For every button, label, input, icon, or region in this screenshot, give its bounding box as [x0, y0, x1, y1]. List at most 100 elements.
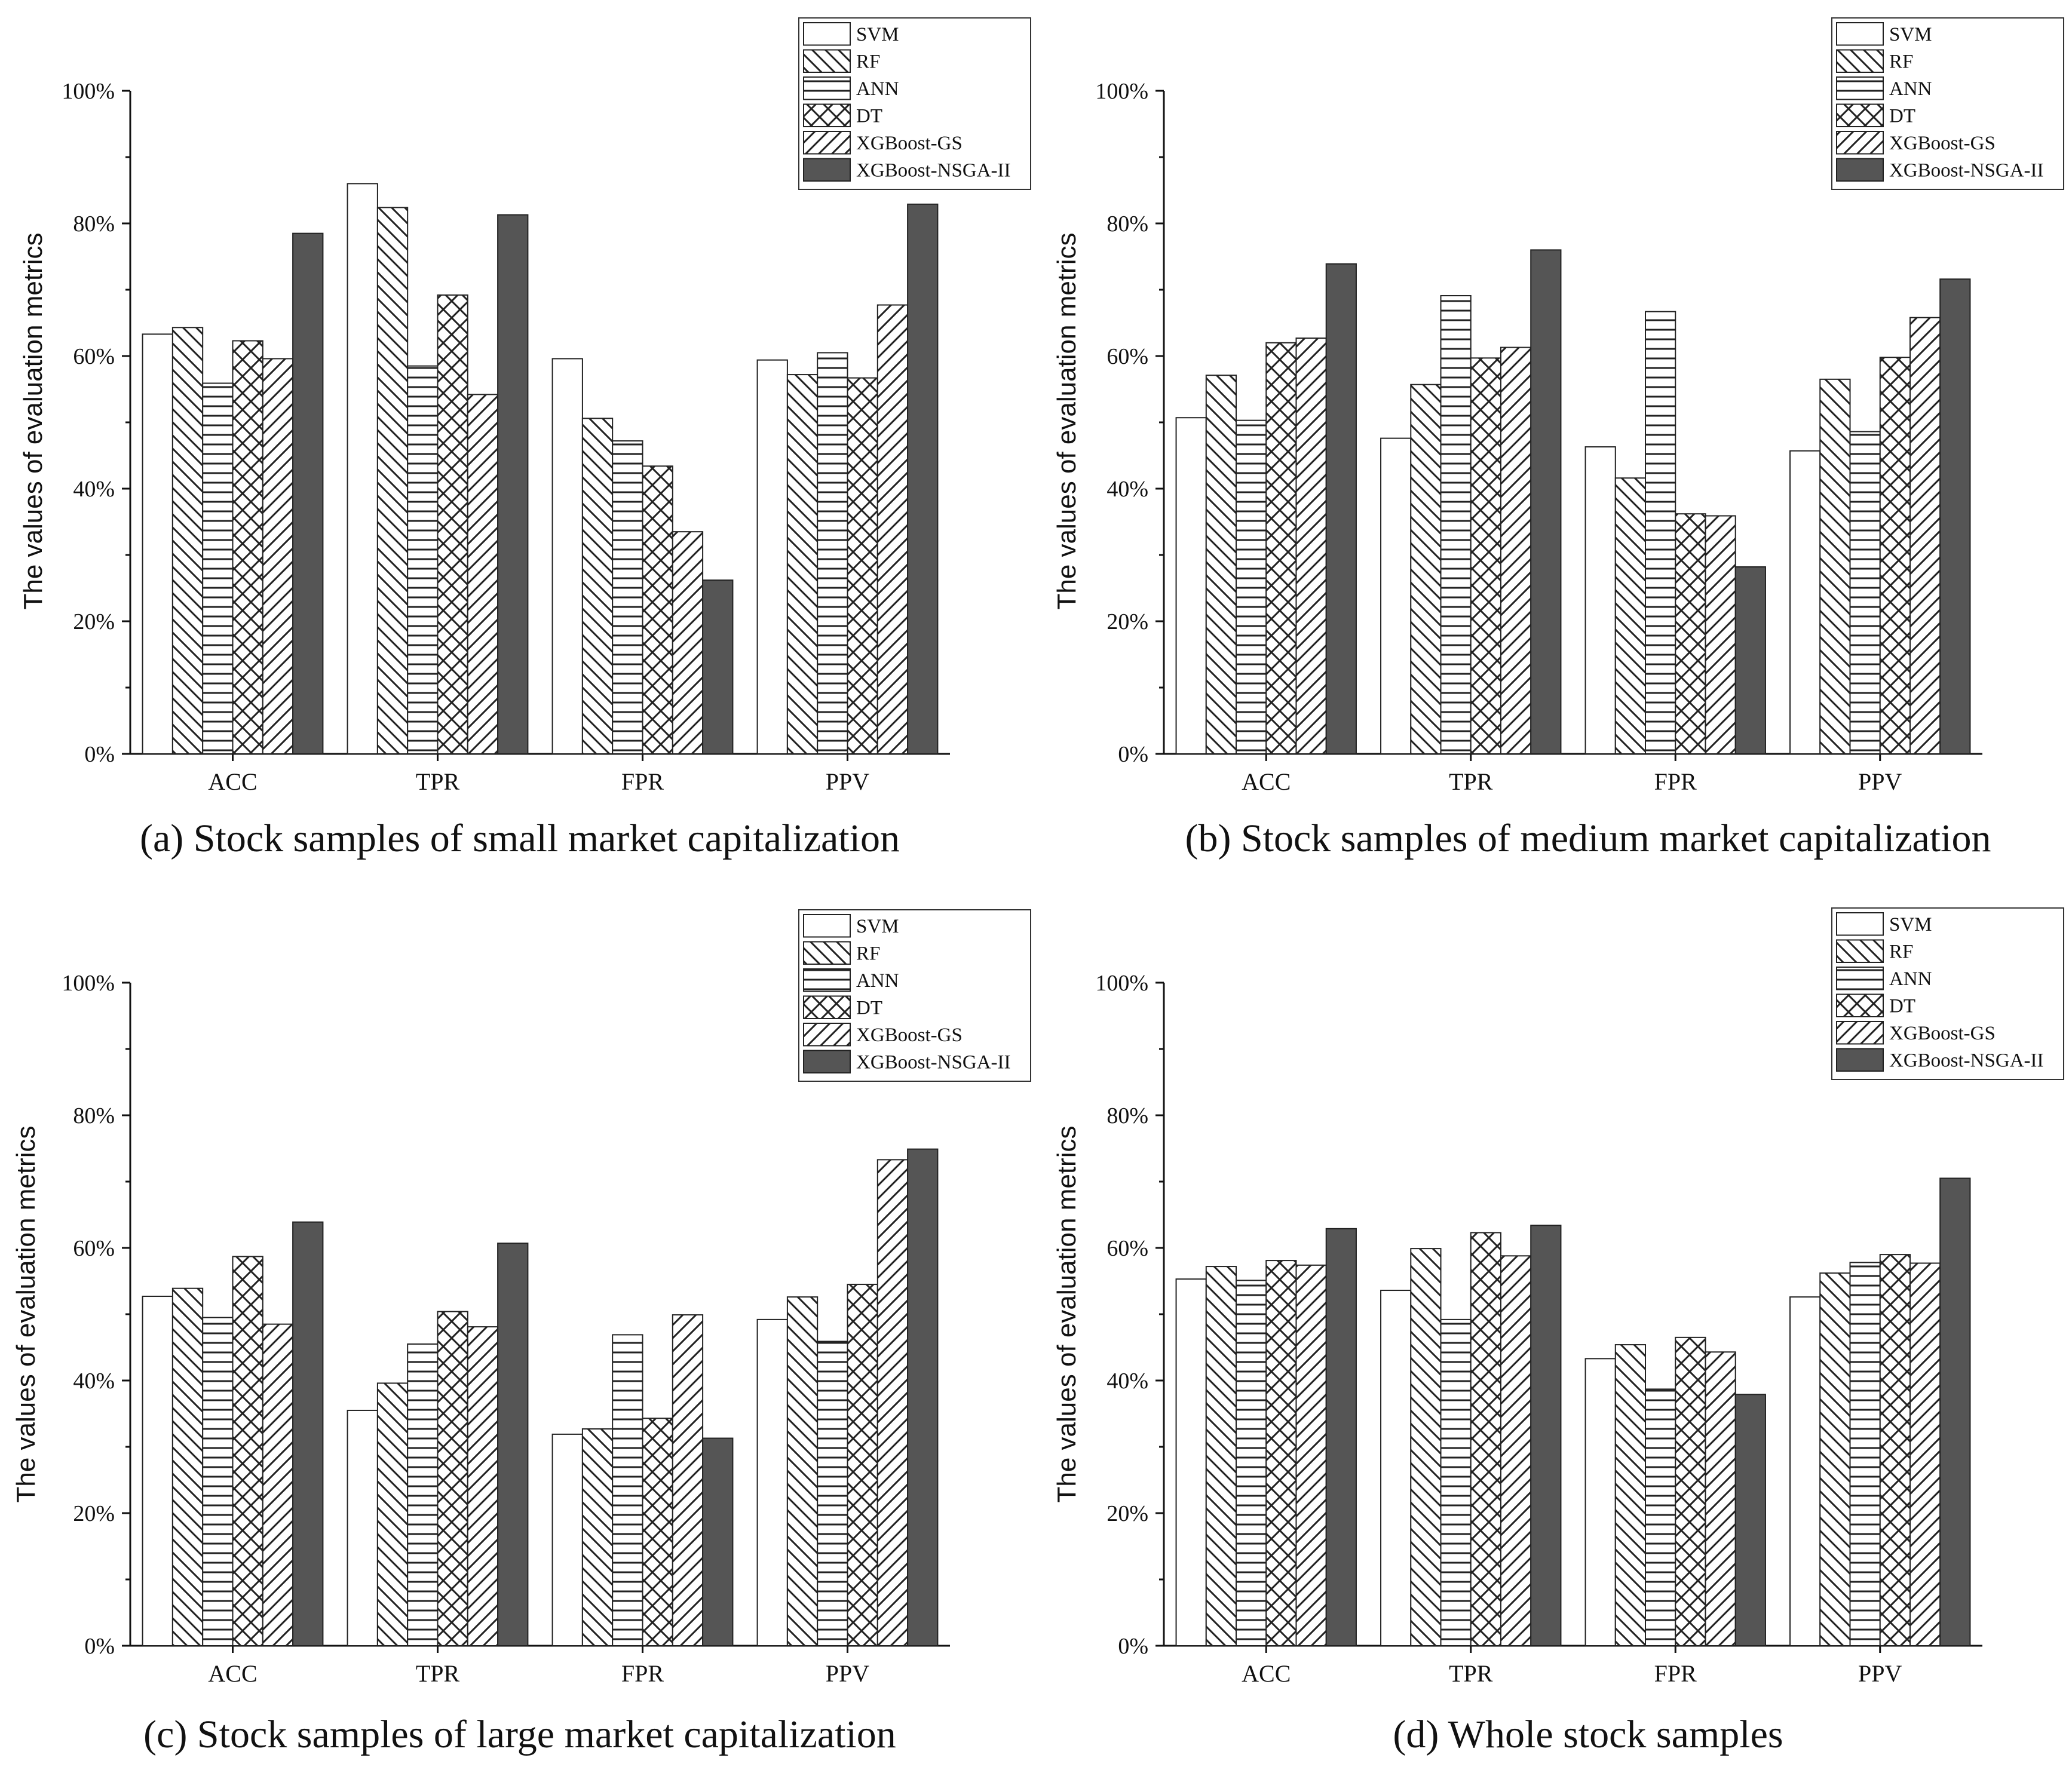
bar-xgboost-gs-tpr — [467, 394, 499, 754]
bar-svm-fpr — [1584, 1358, 1616, 1647]
bar-ann-ppv — [1849, 1262, 1881, 1646]
bar-svm-tpr — [347, 183, 378, 754]
legend-label: DT — [1889, 996, 1915, 1017]
x-tick-label: ACC — [208, 1660, 257, 1687]
legend-swatch — [1836, 158, 1884, 182]
y-axis-label: The values of evaluation metrics — [1052, 1126, 1081, 1503]
legend-swatch — [803, 103, 851, 127]
legend-swatch — [803, 22, 851, 46]
bar-xgboost-gs-acc — [262, 1323, 294, 1646]
bar-xgboost-nsga-ii-acc — [292, 1221, 324, 1646]
bar-rf-ppv — [1819, 1272, 1851, 1646]
legend-label: RF — [1889, 51, 1913, 73]
bar-rf-acc — [171, 327, 204, 754]
bar-svm-acc — [1175, 1278, 1207, 1646]
bar-xgboost-nsga-ii-acc — [1325, 1228, 1357, 1647]
y-tick-label: 0% — [84, 742, 115, 767]
bars — [142, 1148, 939, 1647]
chart-panel-c: The values of evaluation metrics (c) Sto… — [11, 909, 1031, 1756]
bar-dt-fpr — [1675, 513, 1706, 754]
bar-ann-tpr — [407, 1343, 439, 1646]
bar-rf-fpr — [581, 1428, 614, 1647]
bar-dt-acc — [232, 1256, 263, 1646]
y-tick-label: 40% — [1107, 477, 1148, 502]
bar-rf-fpr — [1614, 1344, 1647, 1647]
bar-dt-ppv — [1879, 357, 1911, 754]
chart-panel-b: The values of evaluation metrics (b) Sto… — [1052, 17, 2064, 860]
y-tick-label: 100% — [1095, 971, 1148, 996]
bar-xgboost-gs-tpr — [1500, 346, 1532, 754]
bar-ann-ppv — [817, 352, 848, 754]
legend: SVM RF ANN DT XGBoost-GS XGBoost-NSGA-II — [798, 17, 1031, 190]
bar-rf-ppv — [786, 374, 819, 754]
bar-ann-tpr — [1440, 1318, 1472, 1646]
x-tick-label: PPV — [826, 768, 869, 795]
bar-rf-acc — [171, 1287, 204, 1646]
bar-svm-ppv — [756, 359, 788, 754]
x-tick-label: TPR — [1449, 768, 1493, 795]
bar-ann-tpr — [1440, 295, 1472, 754]
legend-label: XGBoost-NSGA-II — [1889, 1050, 2044, 1072]
bar-xgboost-gs-fpr — [1705, 1351, 1736, 1647]
y-axis-label: The values of evaluation metrics — [19, 233, 48, 610]
legend-label: XGBoost-NSGA-II — [1889, 160, 2044, 182]
legend-swatch — [803, 131, 851, 155]
chart-caption: (d) Whole stock samples — [1393, 1713, 1783, 1756]
legend: SVM RF ANN DT XGBoost-GS XGBoost-NSGA-II — [1831, 17, 2064, 190]
bar-ann-acc — [1236, 419, 1267, 754]
y-tick-label: 20% — [73, 609, 115, 634]
legend-swatch — [803, 49, 851, 73]
bar-dt-ppv — [847, 1284, 878, 1647]
bar-ann-acc — [202, 382, 234, 754]
x-tick-label: PPV — [1858, 1660, 1902, 1687]
y-tick-label: 80% — [73, 1103, 115, 1128]
bar-dt-acc — [1265, 342, 1297, 754]
bar-xgboost-gs-tpr — [1500, 1255, 1532, 1647]
bar-xgboost-gs-fpr — [672, 531, 704, 755]
legend-swatch — [803, 158, 851, 182]
y-tick-label: 0% — [1118, 742, 1148, 767]
bar-dt-tpr — [437, 1311, 468, 1647]
legend-swatch — [1836, 76, 1884, 100]
bar-svm-acc — [142, 1296, 173, 1646]
bar-rf-tpr — [376, 1382, 409, 1646]
axes: 0% 20% 40% 60% 80% 100% ACC TPR FPR PPV — [62, 79, 950, 795]
legend-swatch — [1836, 22, 1884, 46]
bar-svm-fpr — [551, 1433, 583, 1646]
bar-xgboost-gs-ppv — [1909, 1262, 1941, 1646]
bar-dt-tpr — [1470, 357, 1501, 754]
y-tick-label: 60% — [1107, 1236, 1148, 1261]
bar-xgboost-nsga-ii-fpr — [702, 1437, 734, 1647]
y-tick-label: 80% — [73, 211, 115, 237]
legend-label: XGBoost-NSGA-II — [856, 1052, 1011, 1073]
y-tick-label: 60% — [1107, 344, 1148, 369]
bar-svm-tpr — [347, 1409, 378, 1646]
x-tick-label: ACC — [1242, 768, 1291, 795]
legend-label: RF — [856, 51, 880, 73]
legend-label: SVM — [856, 916, 899, 937]
legend-swatch — [803, 1050, 851, 1073]
legend-label: RF — [1889, 941, 1913, 963]
x-tick-label: FPR — [621, 768, 664, 795]
y-tick-label: 40% — [73, 1369, 115, 1394]
bar-xgboost-gs-acc — [1295, 338, 1327, 754]
y-tick-label: 0% — [84, 1634, 115, 1659]
bar-xgboost-nsga-ii-acc — [292, 232, 324, 754]
y-tick-label: 60% — [73, 1236, 115, 1261]
bar-xgboost-nsga-ii-ppv — [1939, 278, 1971, 754]
bar-rf-fpr — [1614, 477, 1647, 754]
y-tick-label: 40% — [73, 477, 115, 502]
bar-xgboost-gs-acc — [262, 358, 294, 754]
legend-swatch — [803, 995, 851, 1019]
y-axis-label: The values of evaluation metrics — [1052, 233, 1081, 610]
legend-label: ANN — [1889, 968, 1932, 990]
chart-caption: (a) Stock samples of small market capita… — [140, 817, 900, 860]
chart-panel-a: The values of evaluation metrics (a) Sto… — [19, 17, 1031, 860]
legend-label: ANN — [1889, 78, 1932, 100]
bar-ann-fpr — [1645, 311, 1676, 754]
legend-label: XGBoost-GS — [856, 133, 963, 154]
legend-label: XGBoost-GS — [1889, 1023, 1996, 1044]
bar-xgboost-gs-ppv — [876, 1159, 909, 1646]
bar-xgboost-nsga-ii-fpr — [702, 579, 734, 754]
